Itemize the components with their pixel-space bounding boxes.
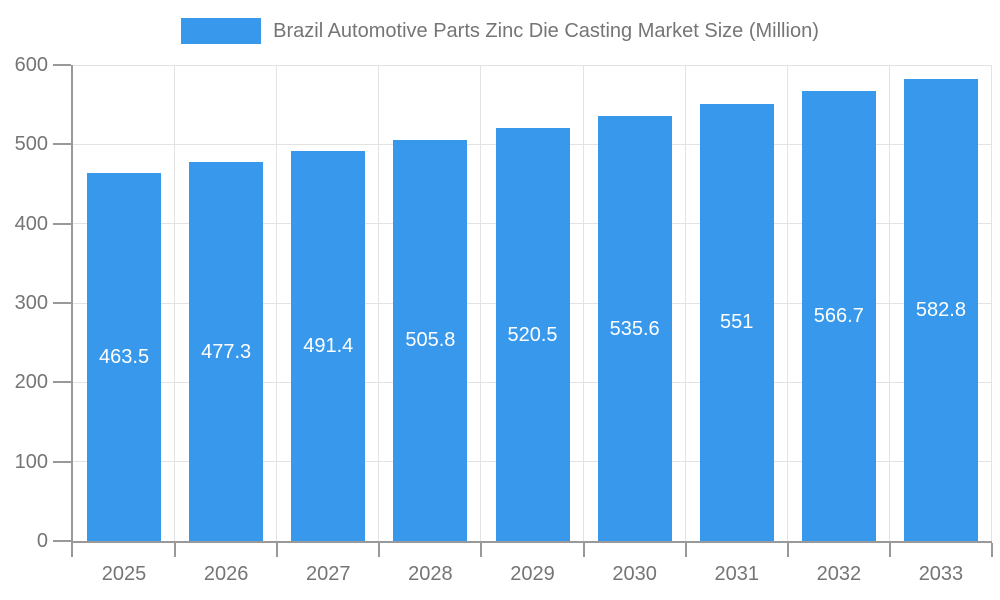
bar xyxy=(699,103,774,541)
x-tick-label: 2027 xyxy=(306,563,351,585)
y-axis-tick xyxy=(53,460,71,463)
bar-value-label: 520.5 xyxy=(507,323,558,346)
bar xyxy=(393,139,468,541)
y-axis-tick xyxy=(53,540,71,542)
y-axis-tick xyxy=(53,302,71,304)
y-axis-tick xyxy=(53,64,71,66)
bar xyxy=(495,128,570,541)
vertical-gridline xyxy=(276,65,278,541)
x-tick-label: 2028 xyxy=(408,563,453,585)
x-axis-tick xyxy=(378,543,381,557)
y-tick-label: 500 xyxy=(14,133,48,156)
x-tick-label: 2033 xyxy=(918,563,964,585)
x-axis-tick xyxy=(480,543,483,557)
y-axis-tick xyxy=(53,381,71,384)
x-axis-tick xyxy=(276,543,279,557)
bar-value-label: 463.5 xyxy=(99,346,150,369)
y-tick-label: 400 xyxy=(14,212,48,235)
bar-value-label: 582.8 xyxy=(915,298,966,321)
vertical-gridline xyxy=(174,65,176,541)
horizontal-gridline xyxy=(73,64,992,66)
y-axis-tick xyxy=(53,222,71,225)
legend-label: Brazil Automotive Parts Zinc Die Casting… xyxy=(273,20,819,42)
bar-value-label: 566.7 xyxy=(813,305,864,328)
bar xyxy=(903,78,978,541)
y-tick-label: 100 xyxy=(14,450,48,473)
x-tick-label: 2031 xyxy=(714,563,759,585)
bar-value-label: 477.3 xyxy=(201,340,252,363)
vertical-gridline xyxy=(684,65,686,541)
bar-value-label: 551 xyxy=(720,311,754,334)
bar xyxy=(87,173,162,541)
plot-area: 463.5 477.3 491.4 505.8 520.5 535.6 551 566.7 58… xyxy=(71,64,992,543)
x-axis-tick xyxy=(71,543,73,557)
y-tick-label: 200 xyxy=(14,371,48,394)
bar-value-label: 535.6 xyxy=(609,317,660,340)
vertical-gridline xyxy=(786,65,788,541)
bar xyxy=(801,91,876,541)
x-axis-tick xyxy=(888,543,891,557)
bar xyxy=(597,116,672,541)
x-axis-tick xyxy=(582,543,585,557)
vertical-gridline xyxy=(991,65,992,541)
x-tick-label: 2025 xyxy=(101,563,147,585)
bar xyxy=(189,162,264,541)
bar xyxy=(291,151,366,541)
y-tick-label: 0 xyxy=(36,530,48,552)
x-axis-tick xyxy=(991,543,993,557)
x-tick-label: 2029 xyxy=(510,563,555,585)
x-axis-tick xyxy=(786,543,789,557)
y-tick-label: 300 xyxy=(14,292,48,314)
y-axis-tick xyxy=(53,143,71,146)
vertical-gridline xyxy=(378,65,380,541)
bar-value-label: 505.8 xyxy=(405,329,456,352)
vertical-gridline xyxy=(480,65,482,541)
x-axis-tick xyxy=(684,543,687,557)
chart-legend: Brazil Automotive Parts Zinc Die Casting… xyxy=(0,18,1000,44)
x-tick-label: 2030 xyxy=(612,563,657,585)
bar-value-label: 491.4 xyxy=(303,335,354,358)
vertical-gridline xyxy=(888,65,890,541)
y-tick-label: 600 xyxy=(14,54,48,76)
legend-swatch xyxy=(181,18,262,44)
x-axis-tick xyxy=(174,543,177,557)
x-tick-label: 2032 xyxy=(816,563,862,585)
vertical-gridline xyxy=(582,65,584,541)
x-tick-label: 2026 xyxy=(203,563,249,585)
